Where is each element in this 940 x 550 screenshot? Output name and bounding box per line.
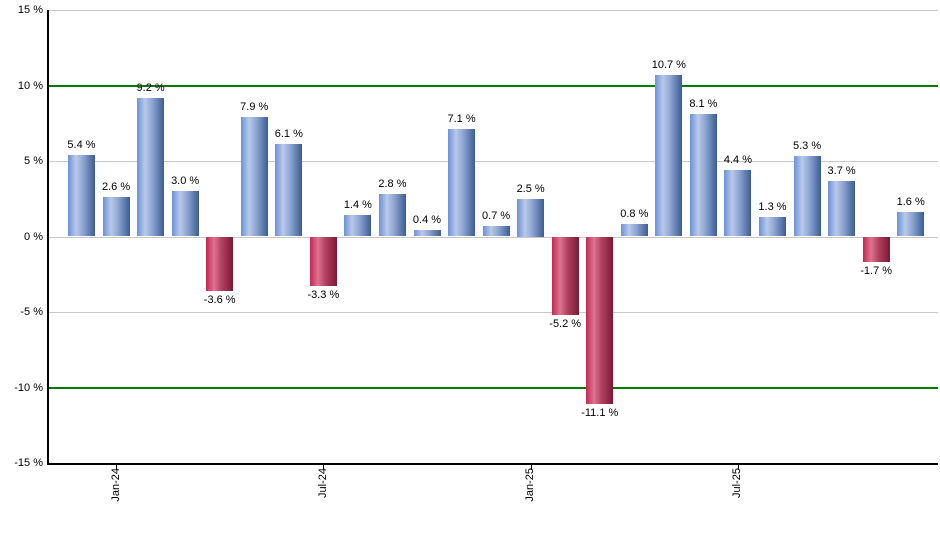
bar-value-label: 2.6 % — [101, 181, 131, 194]
bar — [551, 236, 579, 316]
bar-value-label: 0.4 % — [412, 214, 442, 227]
bar — [448, 129, 476, 237]
gridline — [48, 312, 938, 313]
bar-value-label: 8.1 % — [689, 98, 718, 111]
x-tick — [116, 465, 118, 470]
bar — [586, 236, 614, 405]
bar — [240, 117, 268, 237]
bar-value-label: 9.2 % — [136, 81, 165, 94]
y-tick-label: -5 % — [20, 306, 43, 318]
y-tick-label: 0 % — [24, 230, 43, 243]
bar-value-label: -3.3 % — [307, 289, 340, 302]
bar-value-label: 3.0 % — [171, 175, 200, 188]
bar — [344, 215, 372, 237]
bar — [620, 224, 648, 237]
bar — [206, 236, 234, 291]
bar-value-label: 2.5 % — [516, 182, 545, 195]
bar — [482, 225, 510, 237]
bar — [724, 170, 752, 237]
bar — [309, 236, 337, 287]
bar — [517, 198, 545, 237]
bar — [102, 197, 130, 237]
bar-value-label: 1.3 % — [758, 200, 787, 213]
bar — [897, 212, 925, 237]
bar — [862, 236, 890, 263]
bar-value-label: 1.4 % — [343, 199, 372, 212]
gridline — [48, 236, 938, 238]
bar-value-label: 0.8 % — [620, 208, 649, 221]
bar-value-label: 7.1 % — [447, 113, 476, 126]
x-tick-label: Jul-25 — [731, 468, 744, 498]
bar-value-label: 4.4 % — [723, 154, 752, 167]
bar — [793, 156, 821, 237]
y-tick-label: 5 % — [24, 155, 43, 167]
bar-value-label: 7.9 % — [240, 101, 269, 114]
threshold-line — [48, 84, 938, 87]
bar — [171, 191, 199, 237]
bar-value-label: -1.7 % — [860, 265, 893, 278]
x-axis-line — [47, 463, 938, 465]
bar — [137, 97, 165, 237]
y-axis-line — [47, 10, 49, 465]
bar-value-label: 3.7 % — [827, 164, 856, 177]
bar — [655, 74, 683, 237]
bar-value-label: 5.4 % — [67, 138, 96, 151]
x-tick — [323, 465, 325, 470]
bar-value-label: -11.1 % — [581, 407, 619, 420]
x-tick — [737, 465, 739, 470]
threshold-line — [48, 386, 938, 389]
x-tick — [530, 465, 532, 470]
bar-value-label: 5.3 % — [792, 140, 822, 153]
y-tick-label: -10 % — [14, 381, 43, 394]
bar — [378, 194, 406, 237]
gridline — [48, 10, 938, 11]
bar-value-label: 0.7 % — [482, 209, 511, 222]
x-tick-label: Jul-24 — [316, 468, 329, 498]
bar-value-label: 10.7 % — [651, 58, 686, 71]
bar-value-label: 2.8 % — [378, 178, 407, 191]
y-tick-label: 10 % — [17, 79, 43, 92]
bar-value-label: 1.6 % — [896, 196, 925, 209]
y-tick-label: 15 % — [17, 4, 43, 16]
x-tick-label: Jan-25 — [524, 468, 537, 502]
bar — [413, 230, 441, 237]
bar — [275, 144, 303, 237]
bar-value-label: -5.2 % — [549, 318, 582, 331]
y-tick-label: -15 % — [14, 457, 43, 469]
bar — [828, 180, 856, 237]
bar — [759, 216, 786, 237]
x-tick-label: Jan-24 — [109, 468, 122, 502]
bar — [68, 154, 95, 237]
bar-value-label: -3.6 % — [203, 293, 236, 306]
bar-value-label: 6.1 % — [274, 128, 303, 141]
bar — [689, 114, 717, 237]
gridline — [48, 161, 938, 162]
